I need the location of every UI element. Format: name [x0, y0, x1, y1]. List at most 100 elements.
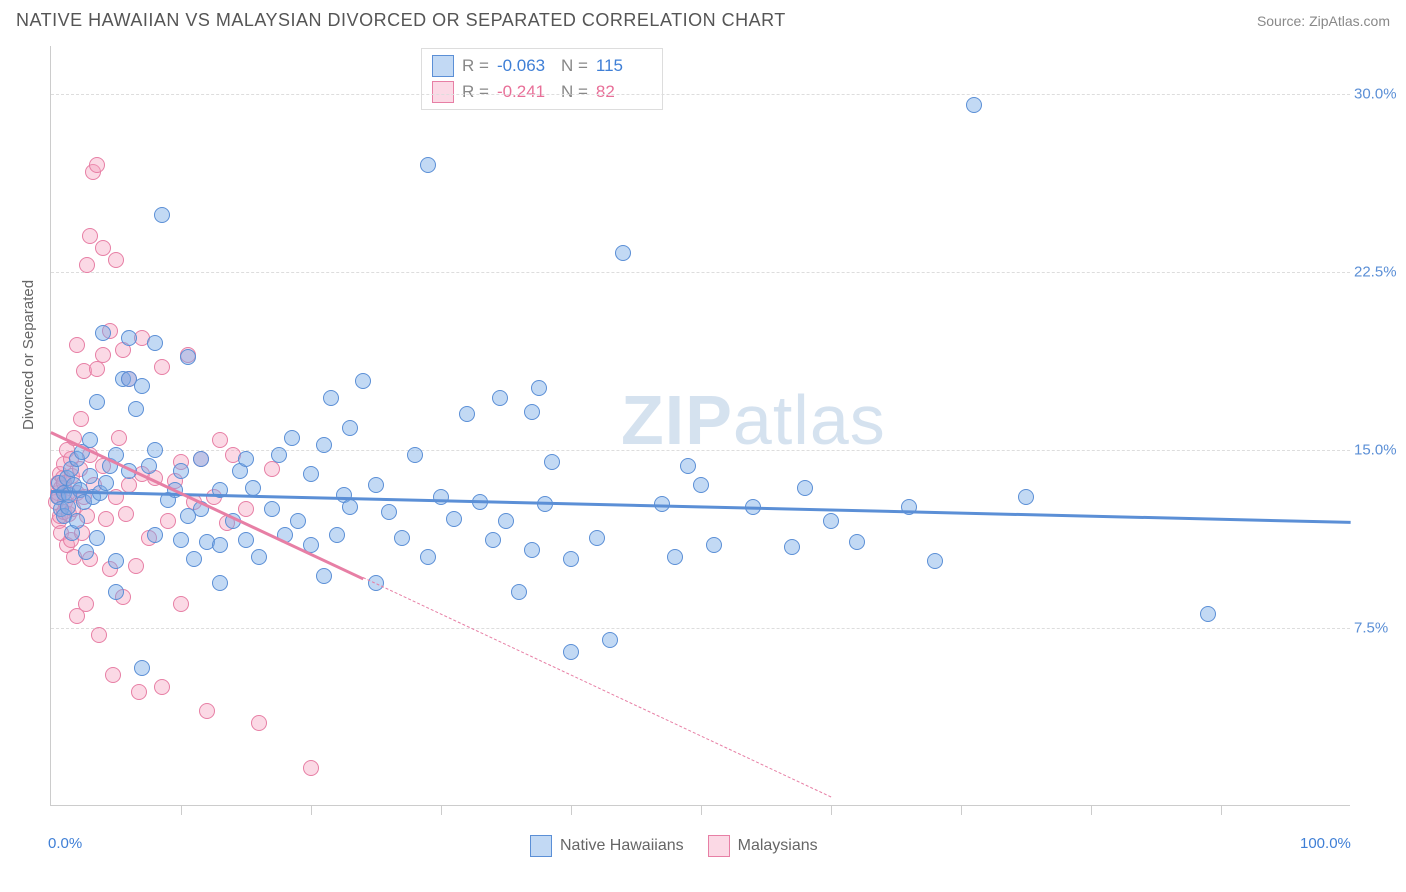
data-point — [173, 596, 189, 612]
data-point — [82, 468, 98, 484]
data-point — [121, 330, 137, 346]
data-point — [131, 684, 147, 700]
data-point — [91, 627, 107, 643]
data-point — [212, 575, 228, 591]
data-point — [271, 447, 287, 463]
data-point — [355, 373, 371, 389]
data-point — [154, 679, 170, 695]
data-point — [186, 551, 202, 567]
x-tick — [441, 805, 442, 815]
correlation-legend-row: R =-0.063N =115 — [432, 53, 652, 79]
data-point — [180, 349, 196, 365]
n-label: N = — [561, 82, 588, 102]
data-point — [531, 380, 547, 396]
chart-plot-area: ZIPatlas R =-0.063N =115R =-0.241N =82 7… — [50, 46, 1350, 806]
data-point — [524, 404, 540, 420]
data-point — [245, 480, 261, 496]
data-point — [251, 715, 267, 731]
y-tick-label: 22.5% — [1354, 263, 1406, 280]
data-point — [368, 477, 384, 493]
data-point — [108, 553, 124, 569]
data-point — [238, 532, 254, 548]
data-point — [693, 477, 709, 493]
data-point — [128, 401, 144, 417]
data-point — [381, 504, 397, 520]
data-point — [264, 461, 280, 477]
n-label: N = — [561, 56, 588, 76]
r-value: -0.241 — [497, 82, 553, 102]
data-point — [78, 596, 94, 612]
legend-label: Native Hawaiians — [560, 837, 684, 855]
trend-line-extrapolated — [363, 577, 831, 797]
data-point — [342, 499, 358, 515]
data-point — [446, 511, 462, 527]
data-point — [602, 632, 618, 648]
x-tick — [1221, 805, 1222, 815]
data-point — [95, 325, 111, 341]
x-tick — [181, 805, 182, 815]
data-point — [927, 553, 943, 569]
y-tick-label: 7.5% — [1354, 619, 1406, 636]
x-tick — [311, 805, 312, 815]
x-axis-min-label: 0.0% — [48, 835, 82, 852]
data-point — [95, 240, 111, 256]
data-point — [108, 252, 124, 268]
x-tick — [1091, 805, 1092, 815]
correlation-legend: R =-0.063N =115R =-0.241N =82 — [421, 48, 663, 110]
data-point — [105, 667, 121, 683]
data-point — [615, 245, 631, 261]
n-value: 115 — [596, 56, 652, 76]
data-point — [290, 513, 306, 529]
data-point — [485, 532, 501, 548]
source-name: ZipAtlas.com — [1309, 13, 1390, 29]
y-tick-label: 15.0% — [1354, 441, 1406, 458]
data-point — [680, 458, 696, 474]
data-point — [394, 530, 410, 546]
data-point — [544, 454, 560, 470]
data-point — [111, 430, 127, 446]
series-legend: Native Hawaiians Malaysians — [530, 835, 818, 857]
watermark-bold: ZIP — [621, 381, 733, 459]
chart-title: NATIVE HAWAIIAN VS MALAYSIAN DIVORCED OR… — [16, 10, 786, 31]
data-point — [303, 760, 319, 776]
data-point — [147, 442, 163, 458]
data-point — [238, 451, 254, 467]
r-value: -0.063 — [497, 56, 553, 76]
data-point — [1018, 489, 1034, 505]
data-point — [284, 430, 300, 446]
grid-line — [51, 628, 1350, 629]
data-point — [589, 530, 605, 546]
data-point — [823, 513, 839, 529]
legend-swatch — [432, 55, 454, 77]
data-point — [849, 534, 865, 550]
data-point — [154, 207, 170, 223]
data-point — [511, 584, 527, 600]
data-point — [147, 527, 163, 543]
data-point — [173, 532, 189, 548]
r-label: R = — [462, 82, 489, 102]
data-point — [784, 539, 800, 555]
data-point — [492, 390, 508, 406]
watermark-rest: atlas — [733, 381, 886, 459]
legend-label: Malaysians — [738, 837, 818, 855]
grid-line — [51, 272, 1350, 273]
data-point — [420, 157, 436, 173]
data-point — [459, 406, 475, 422]
data-point — [238, 501, 254, 517]
data-point — [323, 390, 339, 406]
data-point — [420, 549, 436, 565]
data-point — [108, 584, 124, 600]
x-tick — [701, 805, 702, 815]
data-point — [212, 432, 228, 448]
x-axis-max-label: 100.0% — [1300, 835, 1351, 852]
y-axis-title: Divorced or Separated — [20, 280, 37, 430]
data-point — [134, 378, 150, 394]
data-point — [264, 501, 280, 517]
legend-item: Malaysians — [708, 835, 818, 857]
source-prefix: Source: — [1257, 13, 1309, 29]
legend-swatch — [530, 835, 552, 857]
data-point — [141, 458, 157, 474]
y-tick-label: 30.0% — [1354, 85, 1406, 102]
x-tick — [961, 805, 962, 815]
grid-line — [51, 94, 1350, 95]
